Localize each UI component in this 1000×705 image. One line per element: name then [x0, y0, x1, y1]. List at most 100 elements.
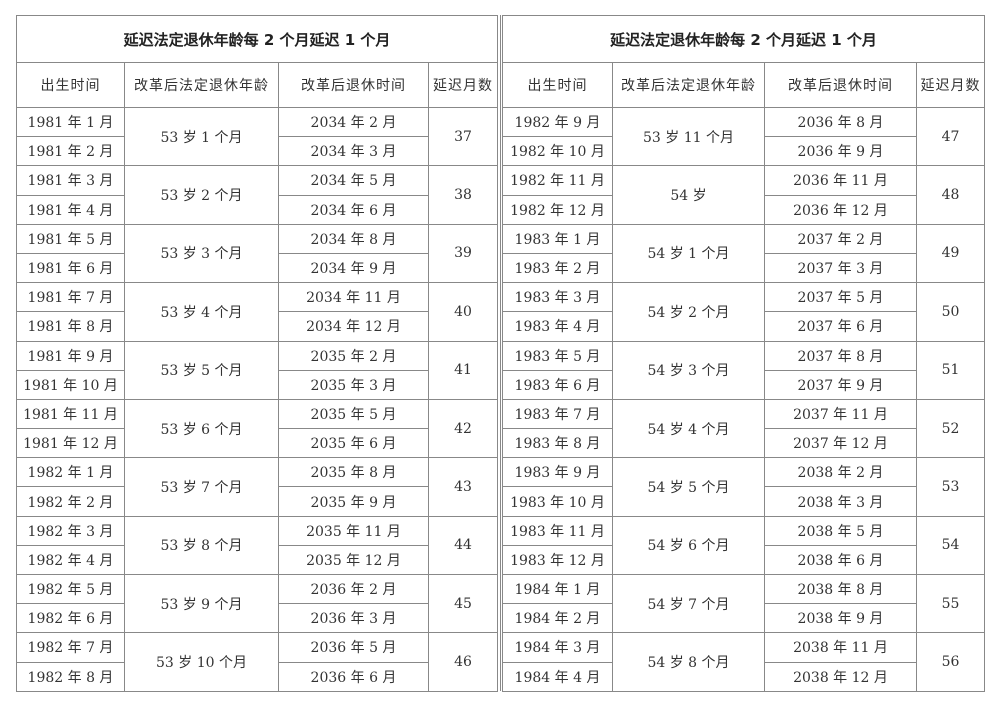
- retirement-age-cell: 53 岁 4 个月: [124, 282, 279, 342]
- table-row: 1981 年 5 月 53 岁 3 个月 2034 年 8 月 39: [16, 223, 499, 284]
- birth-date-cell: 1983 年 8 月: [502, 428, 613, 459]
- table-divider: [497, 15, 501, 691]
- retirement-date-cell: 2037 年 8 月: [764, 340, 917, 371]
- delay-months-cell: 56: [915, 632, 986, 692]
- delay-months-cell: 54: [915, 515, 986, 576]
- retirement-age-cell: 54 岁: [612, 165, 765, 225]
- delay-months-cell: 51: [915, 340, 986, 400]
- retirement-date-cell: 2035 年 8 月: [278, 457, 429, 488]
- retirement-date-cell: 2034 年 2 月: [278, 106, 429, 138]
- retirement-date-cell: 2035 年 11 月: [278, 515, 429, 546]
- retirement-table-right: 延迟法定退休年龄每 2 个月延迟 1 个月 出生时间 改革后法定退休年龄 改革后退休时…: [501, 15, 986, 692]
- birth-date-cell: 1982 年 12 月: [502, 194, 613, 225]
- retirement-date-cell: 2035 年 2 月: [278, 340, 429, 371]
- retirement-date-cell: 2036 年 3 月: [278, 603, 429, 634]
- retirement-date-cell: 2038 年 3 月: [764, 486, 917, 517]
- table-row: 1982 年 4 月 2035 年 12 月: [16, 544, 498, 576]
- retirement-table-left: 延迟法定退休年龄每 2 个月延迟 1 个月 出生时间 改革后法定退休年龄 改革后退休时…: [15, 15, 499, 692]
- table-row: 1982 年 11 月 54 岁 2036 年 11 月 48: [502, 165, 986, 225]
- birth-date-cell: 1981 年 6 月: [16, 252, 125, 284]
- retirement-date-cell: 2034 年 11 月: [278, 282, 429, 313]
- birth-date-cell: 1983 年 12 月: [502, 544, 613, 576]
- header-retirement-date: 改革后退休时间: [278, 62, 429, 108]
- birth-date-cell: 1981 年 9 月: [16, 340, 125, 371]
- table-row: 1983 年 6 月 2037 年 9 月: [502, 369, 985, 400]
- retirement-date-cell: 2038 年 5 月: [764, 515, 917, 546]
- table-row: 1982 年 3 月 53 岁 8 个月 2035 年 11 月 44: [16, 515, 499, 576]
- table-row: 1983 年 4 月 2037 年 6 月: [502, 311, 985, 342]
- retirement-date-cell: 2037 年 3 月: [764, 252, 917, 284]
- retirement-date-cell: 2036 年 12 月: [764, 194, 917, 225]
- header-birth-date: 出生时间: [502, 62, 613, 108]
- retirement-date-cell: 2036 年 5 月: [278, 632, 429, 663]
- birth-date-cell: 1981 年 3 月: [16, 165, 125, 196]
- table-row: 1982 年 6 月 2036 年 3 月: [16, 603, 498, 634]
- retirement-age-cell: 53 岁 10 个月: [124, 632, 279, 692]
- table-row: 1981 年 12 月 2035 年 6 月: [16, 428, 498, 459]
- table-title: 延迟法定退休年龄每 2 个月延迟 1 个月: [15, 15, 499, 63]
- birth-date-cell: 1984 年 4 月: [502, 661, 613, 692]
- retirement-date-cell: 2037 年 12 月: [764, 428, 917, 459]
- table-row: 1983 年 5 月 54 岁 3 个月 2037 年 8 月 51: [502, 340, 986, 400]
- delay-months-cell: 38: [427, 165, 499, 225]
- birth-date-cell: 1982 年 10 月: [502, 136, 613, 167]
- delay-months-cell: 46: [427, 632, 499, 692]
- birth-date-cell: 1981 年 5 月: [16, 223, 125, 254]
- delay-months-cell: 53: [915, 457, 986, 517]
- retirement-age-cell: 54 岁 5 个月: [612, 457, 765, 517]
- birth-date-cell: 1983 年 9 月: [502, 457, 613, 488]
- table-row: 1981 年 2 月 2034 年 3 月: [16, 136, 498, 167]
- retirement-date-cell: 2034 年 6 月: [278, 194, 429, 225]
- birth-date-cell: 1984 年 1 月: [502, 573, 613, 605]
- birth-date-cell: 1982 年 11 月: [502, 165, 613, 196]
- birth-date-cell: 1981 年 10 月: [16, 369, 125, 400]
- delay-months-cell: 45: [427, 573, 499, 634]
- header-delay-months: 延迟月数: [915, 62, 986, 108]
- birth-date-cell: 1983 年 4 月: [502, 311, 613, 342]
- table-row: 1982 年 12 月 2036 年 12 月: [502, 194, 985, 225]
- header-retirement-date: 改革后退休时间: [764, 62, 917, 108]
- retirement-date-cell: 2034 年 5 月: [278, 165, 429, 196]
- retirement-date-cell: 2035 年 3 月: [278, 369, 429, 400]
- delay-months-cell: 39: [427, 223, 499, 284]
- delay-months-cell: 52: [915, 398, 986, 459]
- birth-date-cell: 1982 年 8 月: [16, 661, 125, 692]
- retirement-age-cell: 54 岁 6 个月: [612, 515, 765, 576]
- birth-date-cell: 1982 年 2 月: [16, 486, 125, 517]
- retirement-date-cell: 2038 年 8 月: [764, 573, 917, 605]
- retirement-date-cell: 2036 年 11 月: [764, 165, 917, 196]
- birth-date-cell: 1981 年 12 月: [16, 428, 125, 459]
- retirement-date-cell: 2036 年 8 月: [764, 106, 917, 138]
- retirement-date-cell: 2034 年 9 月: [278, 252, 429, 284]
- table-row: 1983 年 7 月 54 岁 4 个月 2037 年 11 月 52: [502, 398, 986, 459]
- retirement-date-cell: 2035 年 12 月: [278, 544, 429, 576]
- table-row: 1981 年 3 月 53 岁 2 个月 2034 年 5 月 38: [16, 165, 499, 225]
- birth-date-cell: 1983 年 10 月: [502, 486, 613, 517]
- retirement-date-cell: 2037 年 6 月: [764, 311, 917, 342]
- retirement-date-cell: 2038 年 11 月: [764, 632, 917, 663]
- table-title-row: 延迟法定退休年龄每 2 个月延迟 1 个月: [501, 15, 986, 63]
- table-row: 1983 年 3 月 54 岁 2 个月 2037 年 5 月 50: [502, 282, 986, 342]
- birth-date-cell: 1984 年 3 月: [502, 632, 613, 663]
- retirement-age-cell: 53 岁 11 个月: [612, 106, 765, 167]
- header-delay-months: 延迟月数: [427, 62, 499, 108]
- retirement-date-cell: 2038 年 12 月: [764, 661, 917, 692]
- delay-months-cell: 50: [915, 282, 986, 342]
- birth-date-cell: 1983 年 1 月: [502, 223, 613, 254]
- table-row: 1981 年 11 月 53 岁 6 个月 2035 年 5 月 42: [16, 398, 499, 459]
- table-row: 1982 年 1 月 53 岁 7 个月 2035 年 8 月 43: [16, 457, 499, 517]
- table-row: 1981 年 8 月 2034 年 12 月: [16, 311, 498, 342]
- table-row: 1982 年 9 月 53 岁 11 个月 2036 年 8 月 47: [502, 106, 986, 167]
- table-row: 1984 年 4 月 2038 年 12 月: [502, 661, 985, 692]
- birth-date-cell: 1982 年 7 月: [16, 632, 125, 663]
- retirement-age-cell: 54 岁 3 个月: [612, 340, 765, 400]
- retirement-age-cell: 54 岁 1 个月: [612, 223, 765, 284]
- retirement-age-cell: 53 岁 7 个月: [124, 457, 279, 517]
- birth-date-cell: 1982 年 9 月: [502, 106, 613, 138]
- birth-date-cell: 1982 年 3 月: [16, 515, 125, 546]
- birth-date-cell: 1983 年 2 月: [502, 252, 613, 284]
- birth-date-cell: 1981 年 1 月: [16, 106, 125, 138]
- retirement-age-cell: 53 岁 2 个月: [124, 165, 279, 225]
- delay-months-cell: 55: [915, 573, 986, 634]
- retirement-date-cell: 2036 年 6 月: [278, 661, 429, 692]
